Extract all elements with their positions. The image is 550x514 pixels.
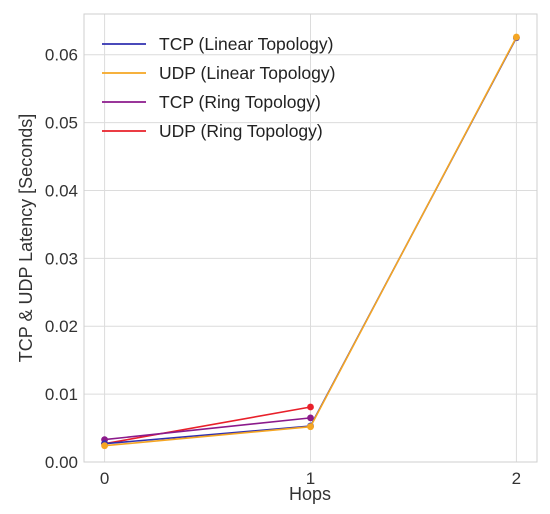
- y-tick-label: 0.00: [45, 453, 78, 472]
- legend-item: UDP (Ring Topology): [102, 121, 323, 141]
- legend-label: TCP (Ring Topology): [159, 92, 321, 112]
- legend-label: UDP (Ring Topology): [159, 121, 323, 141]
- data-point: [513, 33, 520, 41]
- legend-item: TCP (Linear Topology): [102, 34, 333, 54]
- x-tick-label: 1: [306, 469, 315, 488]
- y-tick-label: 0.06: [45, 46, 78, 65]
- y-tick-label: 0.05: [45, 114, 78, 133]
- data-point: [307, 423, 314, 431]
- data-point: [101, 442, 108, 450]
- legend: TCP (Linear Topology) UDP (Linear Topolog…: [102, 34, 335, 141]
- y-tick-label: 0.02: [45, 317, 78, 336]
- x-tick-label: 0: [100, 469, 109, 488]
- data-point: [307, 403, 314, 411]
- series-line: [104, 417, 311, 441]
- x-tick-labels: 0 1 2: [100, 469, 521, 488]
- grid: [84, 14, 537, 463]
- y-tick-label: 0.03: [45, 249, 78, 268]
- y-tick-labels: 0.00 0.01 0.02 0.03 0.04 0.05 0.06: [45, 46, 78, 472]
- y-axis-label: TCP & UDP Latency [Seconds]: [16, 114, 36, 362]
- legend-item: TCP (Ring Topology): [102, 92, 321, 112]
- data-point: [307, 414, 314, 422]
- series-1: [101, 33, 520, 450]
- y-tick-label: 0.04: [45, 181, 78, 200]
- legend-item: UDP (Linear Topology): [102, 63, 335, 83]
- plot-frame: [83, 13, 538, 463]
- legend-label: UDP (Linear Topology): [159, 63, 335, 83]
- y-tick-label: 0.01: [45, 385, 78, 404]
- x-axis-label: Hops: [289, 484, 331, 504]
- legend-label: TCP (Linear Topology): [159, 34, 333, 54]
- series: [101, 33, 520, 450]
- x-tick-label: 2: [512, 469, 521, 488]
- series-line: [104, 406, 311, 445]
